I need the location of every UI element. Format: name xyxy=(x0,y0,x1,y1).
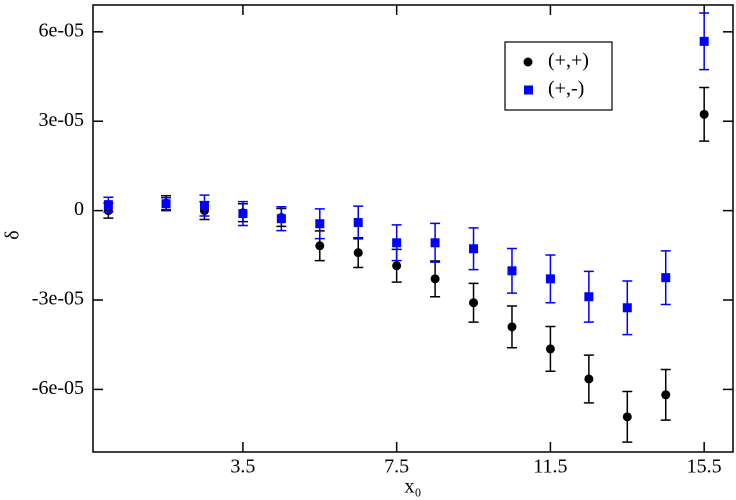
marker xyxy=(699,109,709,119)
marker xyxy=(469,244,479,254)
y-axis-label: δ xyxy=(2,230,24,239)
y-tick-label: -3e-05 xyxy=(32,288,84,310)
marker xyxy=(622,303,632,313)
legend-label: (+,-) xyxy=(548,78,584,100)
marker xyxy=(507,266,517,276)
marker xyxy=(315,241,325,251)
y-tick-label: -6e-05 xyxy=(32,377,84,399)
marker xyxy=(661,273,671,283)
marker xyxy=(584,374,594,384)
marker xyxy=(622,412,632,422)
marker xyxy=(661,390,671,400)
legend-box xyxy=(504,41,613,111)
x-axis-label: x₀ xyxy=(405,476,422,498)
marker xyxy=(353,218,363,228)
legend-marker xyxy=(523,57,533,67)
marker xyxy=(353,248,363,258)
marker xyxy=(430,238,440,248)
marker xyxy=(276,214,286,224)
legend-marker xyxy=(524,85,533,95)
marker xyxy=(699,36,709,46)
plot-frame xyxy=(92,4,734,453)
legend-label: (+,+) xyxy=(548,50,589,72)
y-tick-label: 6e-05 xyxy=(38,19,84,41)
marker xyxy=(507,322,517,332)
y-tick-label: 3e-05 xyxy=(38,109,84,131)
x-tick-label: 15.5 xyxy=(687,456,722,478)
marker xyxy=(392,261,402,271)
x-tick-label: 7.5 xyxy=(384,456,409,478)
marker xyxy=(584,292,594,302)
marker xyxy=(161,199,171,209)
marker xyxy=(469,298,479,308)
marker xyxy=(103,200,113,210)
marker xyxy=(315,219,325,229)
marker xyxy=(545,274,555,284)
marker xyxy=(430,274,440,284)
marker xyxy=(199,201,209,211)
x-tick-label: 11.5 xyxy=(533,456,567,478)
marker xyxy=(545,344,555,354)
marker xyxy=(238,209,248,219)
x-tick-label: 3.5 xyxy=(230,456,255,478)
y-tick-label: 0 xyxy=(74,198,84,220)
marker xyxy=(392,238,402,248)
